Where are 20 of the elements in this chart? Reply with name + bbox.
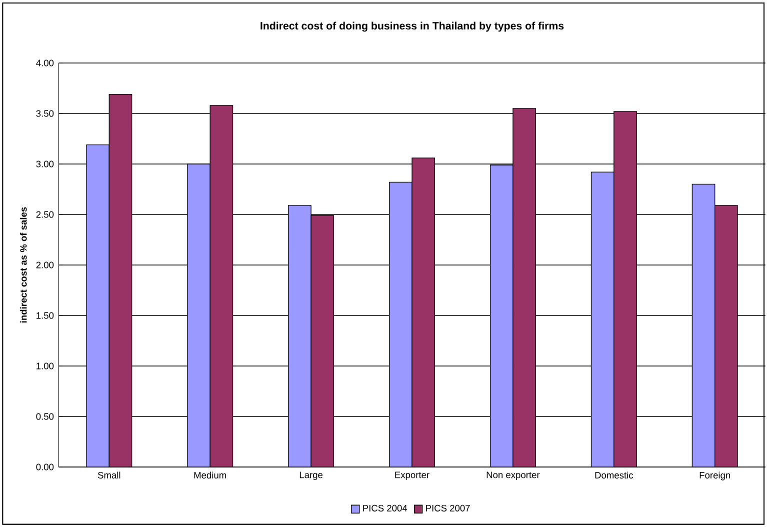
- y-tick-label: 0.50: [36, 413, 54, 420]
- x-tick-label: Medium: [194, 472, 226, 479]
- legend-label: PICS 2007: [426, 504, 470, 512]
- y-tick-label: 0.00: [36, 464, 54, 470]
- legend-label: PICS 2004: [363, 504, 408, 512]
- chart-title: Indirect cost of doing business in Thailand by types of firms: [260, 22, 564, 32]
- x-tick-label: Domestic: [595, 472, 634, 479]
- x-tick-label: Small: [98, 472, 120, 479]
- x-tick-label: Foreign: [700, 472, 730, 480]
- y-tick-label: 1.00: [36, 362, 54, 370]
- y-tick-label: 3.00: [36, 160, 54, 168]
- y-tick-label: 3.50: [36, 110, 54, 117]
- x-tick-label: Exporter: [395, 472, 430, 480]
- x-tick-label: Large: [300, 472, 323, 480]
- y-tick-label: 1.50: [36, 312, 54, 319]
- y-tick-label: 4.00: [36, 60, 54, 66]
- y-tick-label: 2.50: [36, 211, 54, 218]
- y-axis-title: indirect cost as % of sales: [20, 207, 27, 322]
- x-tick-label: Non exporter: [486, 472, 540, 480]
- y-tick-label: 2.00: [36, 262, 54, 268]
